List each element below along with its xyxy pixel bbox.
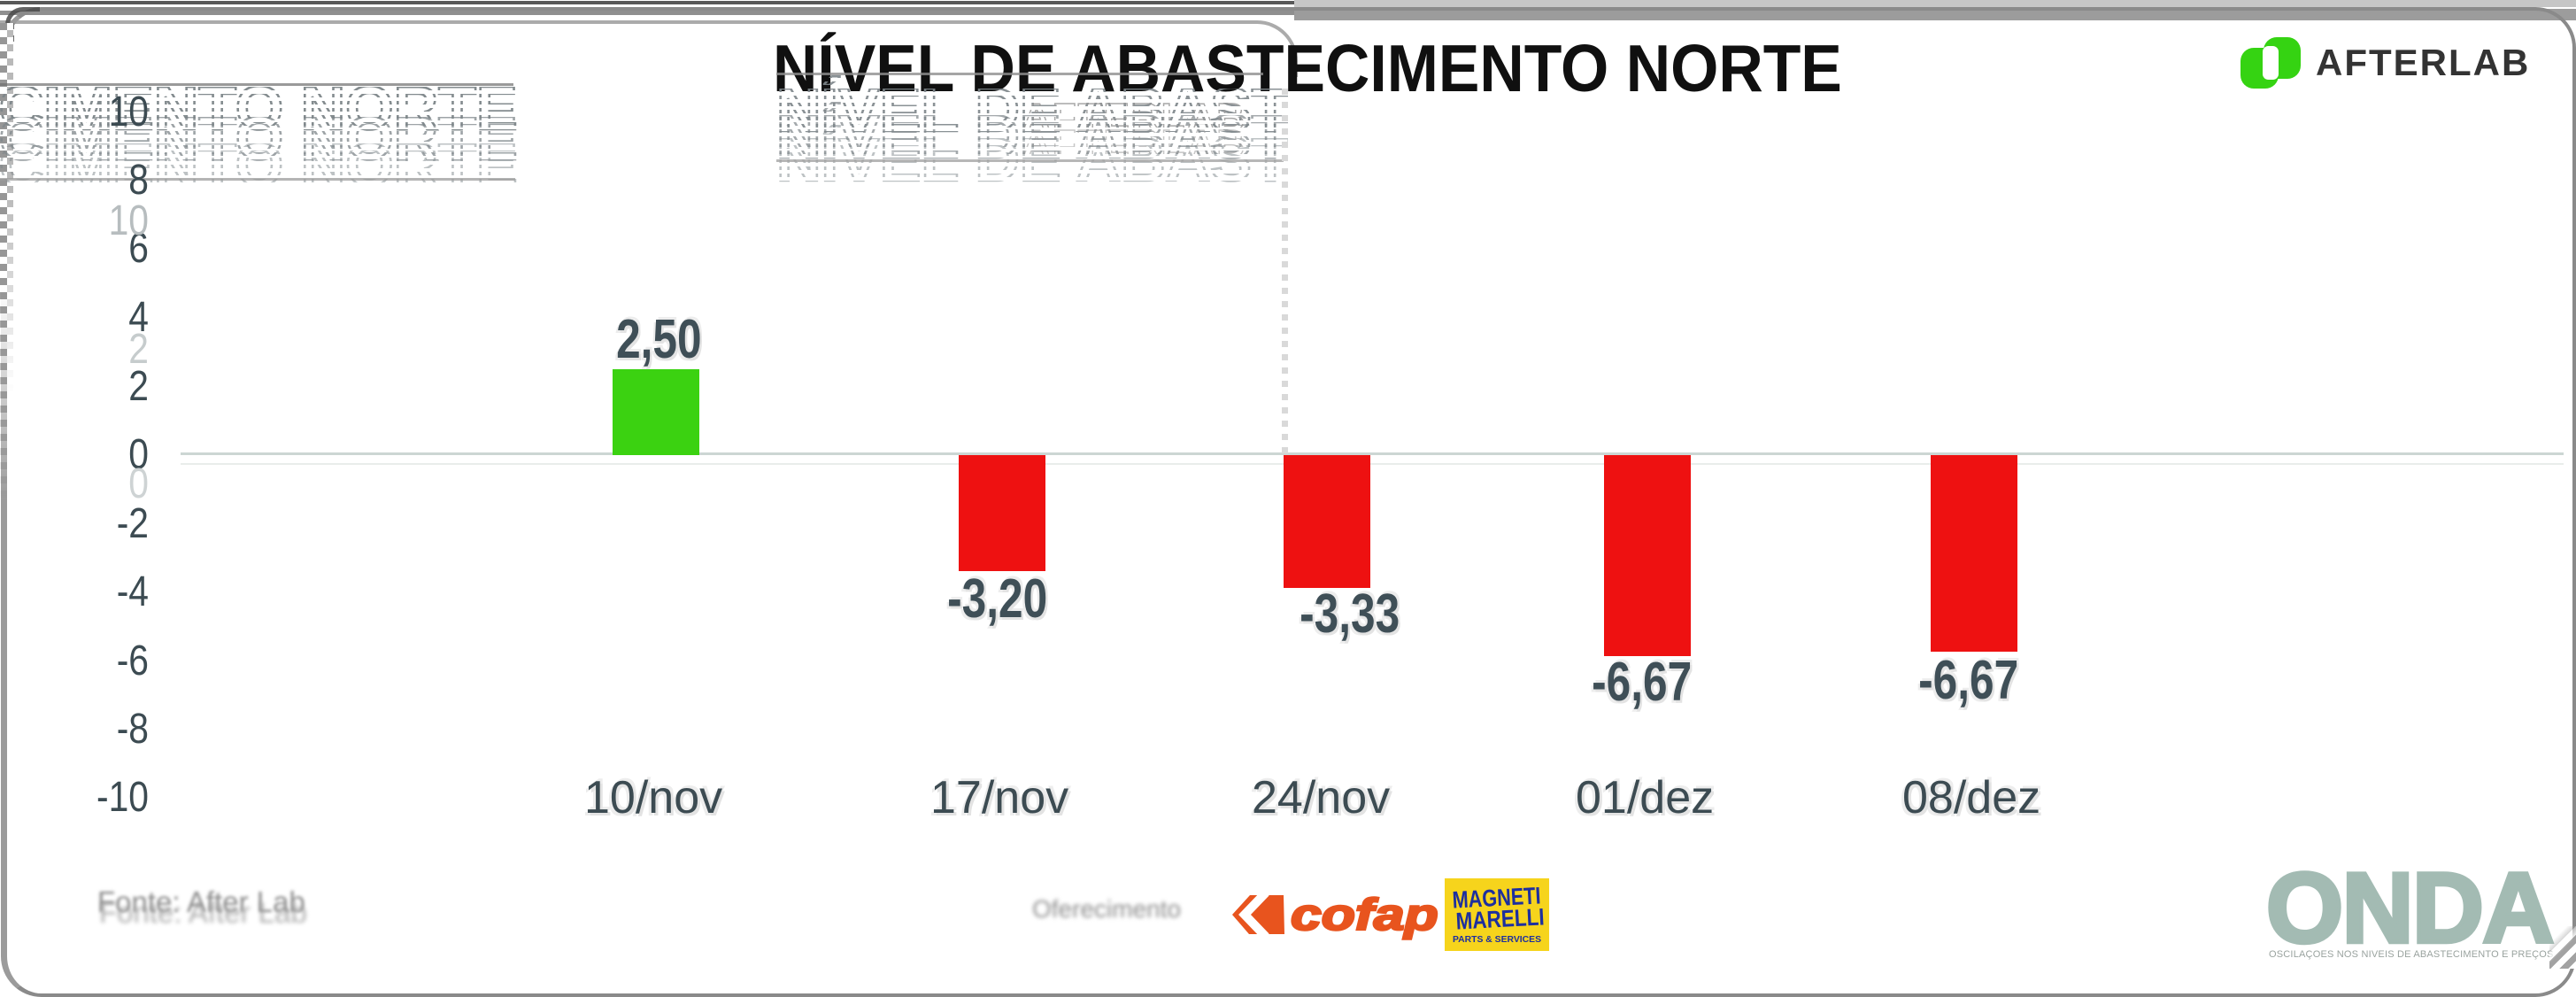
- svg-text:MARELLI: MARELLI: [1455, 903, 1545, 934]
- svg-text:MAGNETI: MAGNETI: [1452, 882, 1541, 913]
- svg-text:PARTS & SERVICES: PARTS & SERVICES: [1453, 934, 1541, 945]
